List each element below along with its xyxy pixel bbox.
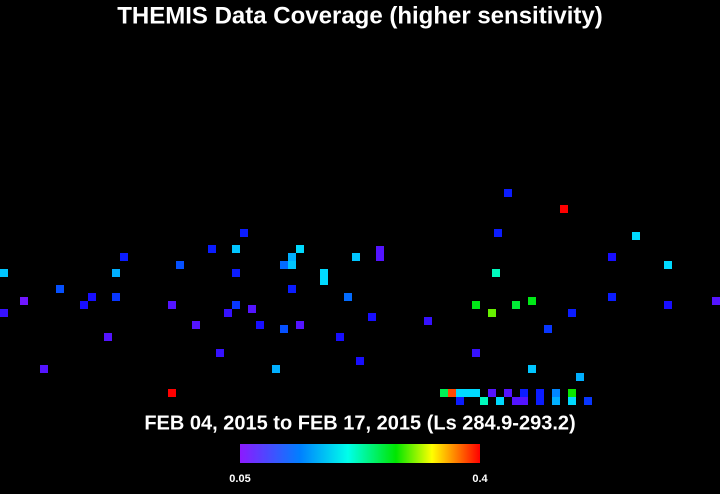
- coverage-cell: [512, 397, 520, 405]
- coverage-cell: [568, 309, 576, 317]
- coverage-cell: [608, 253, 616, 261]
- coverage-cell: [584, 397, 592, 405]
- coverage-cell: [320, 269, 328, 277]
- coverage-cell: [232, 269, 240, 277]
- date-range: FEB 04, 2015 to FEB 17, 2015 (Ls 284.9-2…: [144, 412, 575, 434]
- coverage-cell: [112, 269, 120, 277]
- coverage-cell: [456, 389, 464, 397]
- coverage-cell: [512, 301, 520, 309]
- coverage-cell: [20, 297, 28, 305]
- coverage-cell: [296, 321, 304, 329]
- coverage-cell: [376, 246, 384, 254]
- coverage-cell: [504, 189, 512, 197]
- coverage-cell: [456, 397, 464, 405]
- coverage-cell: [528, 297, 536, 305]
- coverage-cell: [712, 297, 720, 305]
- coverage-cell: [176, 261, 184, 269]
- coverage-cell: [344, 293, 352, 301]
- coverage-cell: [56, 285, 64, 293]
- coverage-cell: [352, 253, 360, 261]
- coverage-cell: [288, 285, 296, 293]
- coverage-cell: [496, 397, 504, 405]
- colorbar-tick-label: 0.4: [472, 473, 488, 485]
- coverage-cell: [492, 269, 500, 277]
- coverage-cell: [440, 389, 448, 397]
- coverage-cell: [232, 301, 240, 309]
- coverage-cell: [528, 365, 536, 373]
- map-title: THEMIS Data Coverage (higher sensitivity…: [117, 2, 602, 29]
- coverage-cell: [664, 261, 672, 269]
- coverage-cell: [168, 389, 176, 397]
- coverage-cell: [664, 301, 672, 309]
- coverage-cell: [520, 397, 528, 405]
- coverage-cell: [424, 317, 432, 325]
- coverage-cell: [336, 333, 344, 341]
- coverage-cell: [632, 232, 640, 240]
- coverage-cell: [120, 253, 128, 261]
- coverage-cell: [0, 309, 8, 317]
- coverage-cell: [368, 313, 376, 321]
- coverage-cells: [0, 189, 720, 405]
- coverage-cell: [560, 205, 568, 213]
- coverage-cell: [376, 253, 384, 261]
- coverage-cell: [272, 365, 280, 373]
- colorbar-tick-label: 0.05: [229, 473, 250, 485]
- coverage-cell: [480, 397, 488, 405]
- coverage-cell: [296, 245, 304, 253]
- coverage-cell: [256, 321, 264, 329]
- coverage-cell: [280, 261, 288, 269]
- coverage-cell: [224, 309, 232, 317]
- colorbar: [240, 444, 480, 463]
- coverage-cell: [488, 389, 496, 397]
- coverage-cell: [488, 309, 496, 317]
- coverage-cell: [552, 389, 560, 397]
- coverage-cell: [504, 389, 512, 397]
- coverage-cell: [0, 269, 8, 277]
- coverage-cell: [192, 321, 200, 329]
- coverage-cell: [40, 365, 48, 373]
- coverage-cell: [536, 397, 544, 405]
- coverage-cell: [288, 253, 296, 261]
- coverage-cell: [544, 325, 552, 333]
- coverage-cell: [168, 301, 176, 309]
- coverage-cell: [248, 305, 256, 313]
- coverage-cell: [472, 389, 480, 397]
- coverage-cell: [288, 261, 296, 269]
- coverage-cell: [208, 245, 216, 253]
- coverage-cell: [520, 389, 528, 397]
- coverage-cell: [356, 357, 364, 365]
- coverage-cell: [80, 301, 88, 309]
- coverage-cell: [464, 389, 472, 397]
- coverage-cell: [472, 301, 480, 309]
- coverage-cell: [568, 397, 576, 405]
- coverage-cell: [280, 325, 288, 333]
- coverage-cell: [88, 293, 96, 301]
- coverage-cell: [494, 229, 502, 237]
- coverage-cell: [104, 333, 112, 341]
- coverage-cell: [232, 245, 240, 253]
- coverage-cell: [216, 349, 224, 357]
- coverage-cell: [448, 389, 456, 397]
- coverage-cell: [568, 389, 576, 397]
- coverage-cell: [320, 277, 328, 285]
- coverage-cell: [112, 293, 120, 301]
- coverage-cell: [240, 229, 248, 237]
- coverage-cell: [576, 373, 584, 381]
- coverage-cell: [472, 349, 480, 357]
- coverage-cell: [552, 397, 560, 405]
- coverage-cell: [536, 389, 544, 397]
- coverage-cell: [608, 293, 616, 301]
